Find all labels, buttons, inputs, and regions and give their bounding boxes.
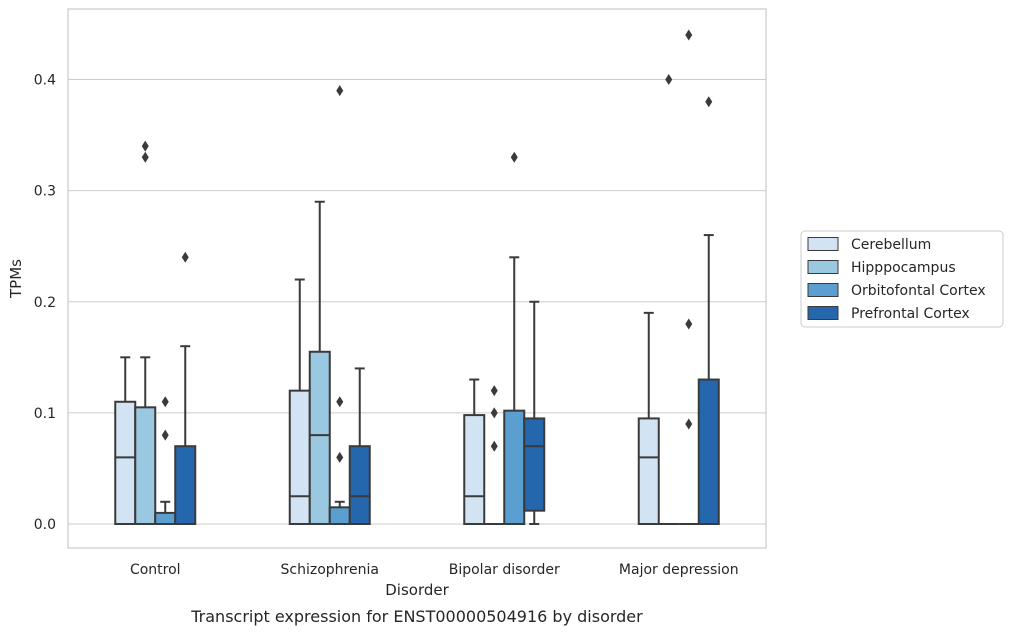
x-tick-label: Major depression bbox=[619, 562, 739, 578]
box-hipppocampus bbox=[134, 140, 157, 526]
outlier-point bbox=[161, 429, 169, 441]
outlier-point bbox=[336, 85, 344, 97]
y-tick-label: 0.3 bbox=[34, 184, 56, 200]
legend-swatch bbox=[807, 306, 839, 320]
outlier-point bbox=[490, 407, 498, 419]
outlier-point bbox=[705, 96, 713, 108]
box-hipppocampus bbox=[484, 385, 505, 525]
box-prefrontal-cortex bbox=[697, 96, 720, 525]
box-body bbox=[114, 400, 137, 526]
box-plot-area bbox=[114, 29, 720, 526]
legend-swatch bbox=[807, 283, 839, 297]
gridlines bbox=[68, 79, 766, 525]
box-cerebellum bbox=[637, 311, 660, 525]
box-body bbox=[154, 511, 177, 526]
box-body bbox=[328, 506, 351, 525]
legend-label: Orbitofontal Cortex bbox=[851, 283, 986, 299]
x-axis-label: Disorder bbox=[385, 581, 449, 599]
legend-swatch bbox=[807, 260, 839, 274]
box-body bbox=[174, 445, 197, 525]
box-body bbox=[348, 445, 371, 525]
outlier-point bbox=[685, 29, 693, 41]
y-axis-ticks: 0.0 0.1 0.2 0.3 0.4 bbox=[34, 73, 56, 534]
outlier-point bbox=[336, 396, 344, 408]
box-prefrontal-cortex bbox=[523, 300, 546, 525]
box-body bbox=[523, 417, 546, 512]
box-body bbox=[637, 417, 660, 525]
box-cerebellum bbox=[463, 378, 486, 525]
box-prefrontal-cortex bbox=[174, 251, 197, 525]
y-axis-label: TPMs bbox=[7, 259, 25, 299]
outlier-point bbox=[490, 385, 498, 397]
box-orbitofontal-cortex bbox=[678, 29, 699, 525]
legend-swatch bbox=[807, 237, 839, 251]
outlier-point bbox=[181, 251, 189, 263]
outlier-point bbox=[141, 140, 149, 152]
box-body bbox=[697, 378, 720, 525]
legend-label: Hipppocampus bbox=[851, 260, 956, 276]
y-tick-label: 0.4 bbox=[34, 73, 56, 89]
legend-frame bbox=[800, 230, 1004, 328]
box-cerebellum bbox=[114, 356, 137, 526]
box-orbitofontal-cortex bbox=[503, 151, 526, 525]
box-body bbox=[134, 406, 157, 526]
outlier-point bbox=[490, 440, 498, 452]
outlier-point bbox=[161, 396, 169, 408]
x-tick-label: Control bbox=[130, 562, 181, 578]
outlier-point bbox=[685, 418, 693, 430]
box-orbitofontal-cortex bbox=[154, 396, 177, 526]
y-tick-label: 0.2 bbox=[34, 295, 56, 311]
outlier-point bbox=[510, 151, 518, 163]
box-body bbox=[288, 389, 311, 525]
legend: Cerebellum Hipppocampus Orbitofontal Corte… bbox=[800, 230, 1004, 328]
box-prefrontal-cortex bbox=[348, 367, 371, 525]
y-tick-label: 0.0 bbox=[34, 517, 56, 533]
outlier-point bbox=[685, 318, 693, 330]
box-body bbox=[503, 409, 526, 525]
box-orbitofontal-cortex bbox=[328, 85, 351, 525]
box-cerebellum bbox=[288, 278, 311, 525]
y-tick-label: 0.1 bbox=[34, 406, 56, 422]
box-body bbox=[308, 350, 331, 525]
x-axis-ticks: Control Schizophrenia Bipolar disorder Majo… bbox=[130, 562, 739, 578]
chart-caption: Transcript expression for ENST0000050491… bbox=[190, 607, 643, 626]
outlier-point bbox=[141, 151, 149, 163]
x-tick-label: Schizophrenia bbox=[281, 562, 379, 578]
outlier-point bbox=[665, 74, 673, 85]
box-hipppocampus bbox=[658, 74, 679, 525]
legend-label: Prefrontal Cortex bbox=[851, 306, 970, 322]
outlier-point bbox=[336, 451, 344, 463]
box-body bbox=[463, 414, 486, 525]
plot-frame bbox=[67, 8, 767, 549]
box-hipppocampus bbox=[308, 200, 331, 525]
x-tick-label: Bipolar disorder bbox=[449, 562, 560, 578]
legend-label: Cerebellum bbox=[851, 237, 931, 253]
